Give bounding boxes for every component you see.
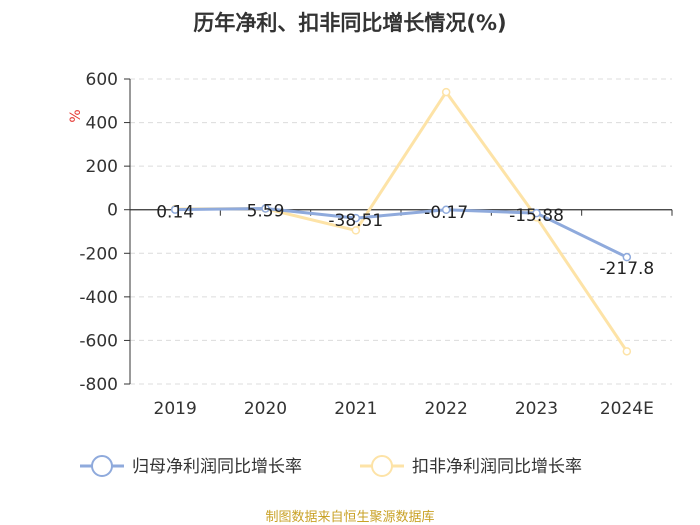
data-point-2 (622, 347, 632, 356)
data-point-1 (261, 204, 270, 213)
data-point-2 (441, 87, 451, 97)
data-point-1 (441, 205, 451, 215)
data-point-2 (351, 226, 361, 235)
x-tick-label: 2022 (425, 399, 468, 419)
data-point-1 (170, 205, 180, 214)
y-tick-label: 600 (86, 70, 118, 90)
grid (130, 78, 672, 385)
y-tick-label: 200 (86, 157, 118, 177)
data-label: -15.88 (509, 206, 564, 226)
series-line-1 (175, 206, 628, 259)
data-label: 5.59 (247, 201, 285, 221)
y-tick-label: -200 (79, 244, 118, 264)
x-tick-label: 2021 (334, 399, 377, 419)
data-label: 0.14 (156, 203, 194, 223)
y-tick-label: -800 (79, 375, 118, 395)
legend-label: 扣非净利润同比增长率 (412, 457, 582, 477)
data-labels: 0.14 5.59 -38.51 -0.17 -15.88 -217.8 (156, 201, 654, 279)
x-tick-label: 2019 (154, 399, 197, 419)
series-layer (170, 87, 632, 356)
data-point-1 (351, 213, 361, 223)
legend: 归母净利润同比增长率 扣非净利润同比增长率 (80, 455, 582, 477)
y-tick-label: 400 (86, 114, 118, 134)
legend-swatch-marker (91, 455, 113, 477)
legend-label: 归母净利润同比增长率 (132, 457, 302, 477)
chart-title: 历年净利、扣非同比增长情况(%) (193, 11, 506, 35)
x-tick-label: 2024E (600, 399, 654, 419)
data-label: -217.8 (599, 259, 654, 279)
y-tick-label: -400 (79, 288, 118, 308)
data-label: -38.51 (328, 211, 383, 231)
source-note: 制图数据来自恒生聚源数据库 (265, 509, 434, 525)
y-axis-label: % (68, 109, 84, 122)
x-tick-label: 2023 (515, 399, 558, 419)
axes: 600 400 200 0 -200 -400 -600 -800 2019 2020 2021 20… (79, 70, 673, 419)
y-tick-label: 0 (107, 201, 118, 221)
data-point-1 (532, 208, 541, 218)
legend-swatch-marker (371, 455, 393, 477)
y-tick-label: -600 (79, 331, 118, 351)
x-tick-label: 2020 (244, 399, 287, 419)
data-point-1 (622, 252, 632, 262)
data-label: -0.17 (424, 203, 468, 223)
